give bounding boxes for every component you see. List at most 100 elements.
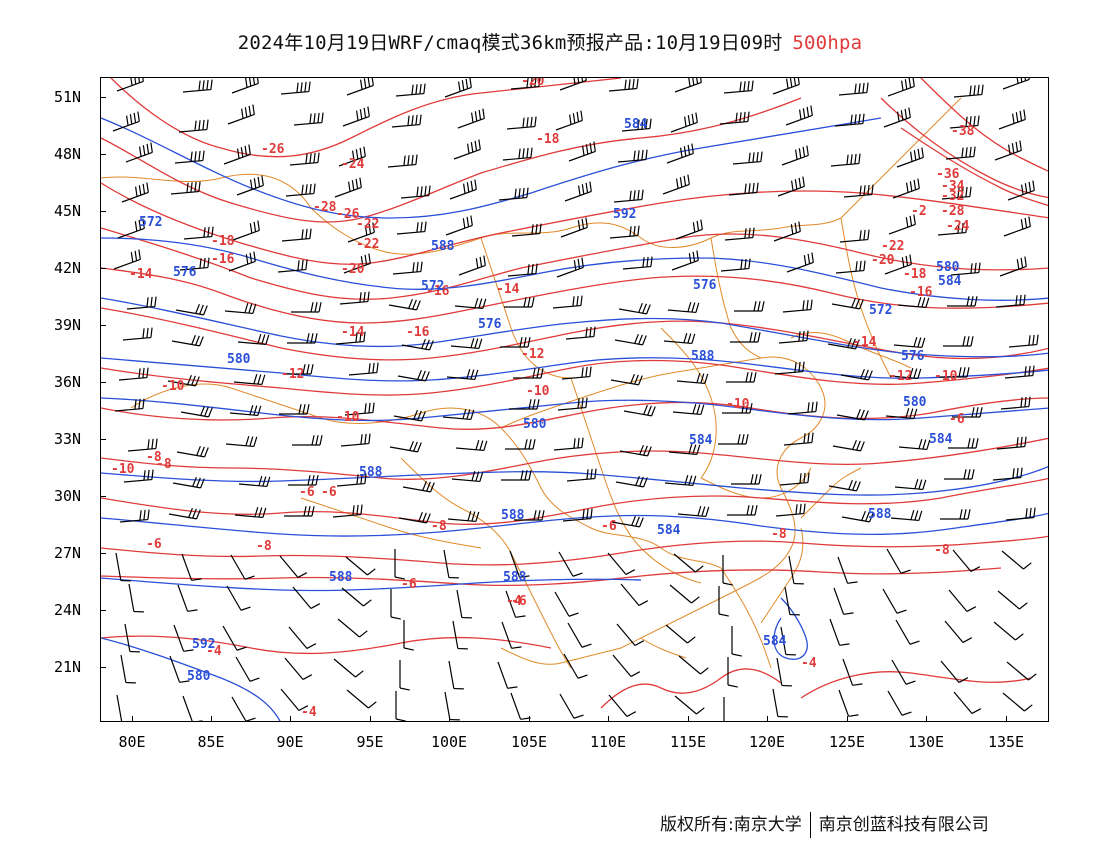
wind-barb bbox=[948, 438, 979, 449]
wind-barb bbox=[292, 435, 323, 446]
temperature-contour-label: -18 bbox=[903, 267, 927, 282]
wind-barb bbox=[284, 657, 313, 680]
temperature-contour-label: -18 bbox=[536, 132, 560, 147]
wind-barb bbox=[613, 189, 644, 203]
wind-barb bbox=[292, 586, 321, 609]
x-tick-label: 95E bbox=[356, 733, 384, 751]
wind-barb bbox=[662, 174, 690, 195]
wind-barb bbox=[836, 408, 869, 421]
wind-barb bbox=[997, 590, 1028, 610]
wind-barb bbox=[727, 657, 738, 688]
wind-barb bbox=[829, 618, 850, 646]
x-tick-mark bbox=[211, 716, 212, 722]
wind-barb bbox=[722, 403, 753, 414]
wind-barb bbox=[728, 182, 759, 196]
chart-title: 2024年10月19日WRF/cmaq模式36km预报产品:10月19日09时 5… bbox=[0, 28, 1100, 55]
wind-barb bbox=[612, 654, 641, 677]
temperature-contour-label: -14 bbox=[129, 267, 153, 282]
wind-barb bbox=[887, 690, 912, 716]
wind-barb bbox=[607, 552, 636, 575]
temperature-contour-label: -10 bbox=[934, 369, 958, 384]
height-contour-line bbox=[773, 597, 808, 660]
wind-barb bbox=[944, 469, 975, 480]
wind-barb bbox=[617, 149, 648, 163]
height-contour-label: 584 bbox=[938, 274, 962, 289]
copyright-footer: 版权所有:南京大学 南京创蓝科技有限公司 bbox=[660, 810, 989, 838]
temperature-isotherm bbox=[800, 671, 1032, 699]
wind-barb bbox=[562, 508, 593, 522]
wind-barb bbox=[827, 337, 860, 350]
wind-barb bbox=[280, 81, 311, 95]
x-tick-label: 135E bbox=[987, 733, 1025, 751]
height-contour-label: 592 bbox=[192, 637, 215, 652]
wind-barb bbox=[555, 110, 583, 131]
wind-barb bbox=[622, 256, 653, 270]
wind-barb bbox=[888, 214, 916, 235]
admin-borders bbox=[101, 97, 962, 669]
wind-barb bbox=[389, 440, 422, 453]
wind-barb bbox=[288, 626, 317, 649]
wind-barb bbox=[453, 139, 481, 160]
height-contour-label: 576 bbox=[173, 265, 197, 280]
temperature-contour-label: -10 bbox=[161, 379, 185, 394]
temperature-isotherm bbox=[110, 78, 622, 158]
wind-barb bbox=[178, 119, 209, 133]
wind-barb bbox=[120, 654, 136, 684]
wind-barb bbox=[509, 550, 530, 578]
wind-barb bbox=[668, 443, 701, 456]
wind-barb bbox=[1004, 365, 1035, 379]
height-contour-label: 588 bbox=[359, 465, 383, 480]
wind-barb bbox=[277, 259, 308, 273]
x-tick-mark bbox=[608, 716, 609, 722]
wind-barb bbox=[1007, 180, 1035, 201]
wind-barb bbox=[621, 118, 652, 132]
height-contour-line bbox=[101, 297, 1048, 358]
wind-barb bbox=[949, 115, 980, 129]
wind-barb bbox=[121, 182, 149, 203]
wind-barb bbox=[452, 620, 468, 650]
temperature-contour-label: -38 bbox=[951, 124, 975, 139]
wind-barb bbox=[561, 366, 592, 380]
x-tick-label: 120E bbox=[748, 733, 786, 751]
wind-barb bbox=[783, 432, 814, 446]
height-contour-label: 572 bbox=[421, 279, 444, 294]
wind-barb bbox=[399, 660, 410, 691]
height-contour-label: 588 bbox=[691, 349, 715, 364]
wind-barb bbox=[232, 220, 260, 241]
wind-barb bbox=[235, 656, 260, 682]
height-contour-label: 584 bbox=[624, 117, 648, 132]
temperature-contour-label: -20 bbox=[521, 78, 545, 89]
wind-barb bbox=[345, 556, 376, 576]
wind-barb bbox=[1003, 216, 1031, 237]
wind-barb bbox=[127, 438, 158, 452]
wind-barb bbox=[167, 374, 200, 387]
temperature-contour-label: -12 bbox=[521, 347, 544, 362]
temperature-isotherm bbox=[101, 182, 1048, 265]
y-tick-mark bbox=[100, 97, 106, 98]
wind-barb bbox=[842, 658, 863, 686]
footer-left: 版权所有:南京大学 bbox=[660, 815, 802, 835]
wind-barb bbox=[615, 475, 648, 488]
temperature-contour-label: -8 bbox=[771, 527, 787, 542]
height-contour-label: 592 bbox=[613, 207, 636, 222]
x-tick-label: 90E bbox=[276, 733, 304, 751]
wind-barb bbox=[238, 475, 271, 488]
wind-barb bbox=[513, 368, 544, 379]
wind-barb bbox=[560, 217, 588, 238]
wind-barb bbox=[122, 327, 153, 341]
wind-barb bbox=[998, 109, 1026, 130]
wind-barb bbox=[1008, 334, 1039, 348]
wind-barb bbox=[394, 549, 405, 580]
temperature-contour-label: -8 bbox=[934, 543, 950, 558]
wind-barb bbox=[837, 556, 858, 584]
temperature-contour-label: -6 bbox=[146, 537, 162, 552]
wind-barb bbox=[114, 398, 145, 412]
height-contour-label: 580 bbox=[903, 395, 927, 410]
wind-barb bbox=[116, 78, 144, 92]
y-tick-label: 33N bbox=[54, 430, 82, 448]
wind-barb bbox=[393, 409, 426, 422]
wind-barb bbox=[118, 367, 149, 381]
height-contour-label: 584 bbox=[689, 433, 713, 448]
wind-barb bbox=[168, 507, 201, 520]
x-tick-mark bbox=[449, 716, 450, 722]
